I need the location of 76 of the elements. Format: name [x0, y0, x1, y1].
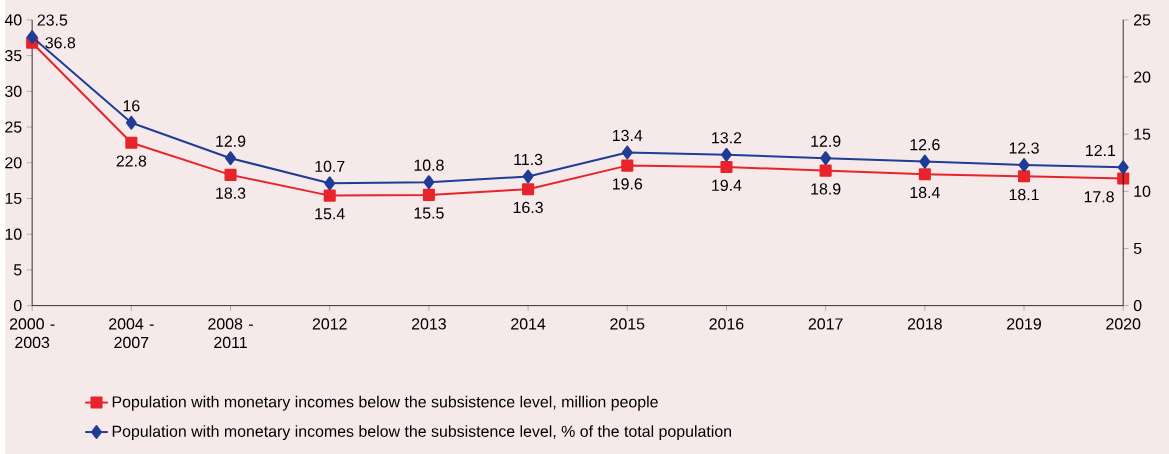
point [423, 175, 435, 190]
data-label: 12.6 [910, 139, 940, 151]
point [324, 176, 336, 191]
point [918, 168, 931, 181]
y2-tick-label: 0 [1133, 300, 1142, 312]
point [720, 161, 733, 174]
x-tick-label: 2012 [312, 318, 347, 330]
point [422, 188, 435, 201]
data-label: 18.9 [811, 183, 841, 195]
x-tick-label: 2015 [610, 318, 645, 330]
data-label: 36.8 [45, 37, 76, 49]
y-tick-label: 25 [5, 121, 22, 133]
point [621, 145, 633, 160]
data-label: 19.6 [612, 178, 643, 190]
y2-tick-label: 25 [1134, 14, 1151, 26]
data-label: 11.3 [514, 153, 543, 166]
y-tick-label: 40 [4, 14, 22, 26]
x-tick-label: 2008 - 2011 [208, 318, 253, 349]
y2-tick-label: 15 [1134, 128, 1151, 140]
y-tick-label: 20 [5, 157, 22, 169]
y-tick-label: 35 [5, 50, 22, 62]
point [522, 169, 534, 184]
x-tick-label: 2000 - 2003 [9, 318, 55, 349]
y2-tick-label: 20 [1134, 71, 1151, 83]
data-label: 19.4 [712, 179, 742, 191]
data-label: 12.3 [1009, 142, 1039, 154]
data-label: 23.5 [37, 14, 68, 26]
legend-label: Population with monetary incomes below the subsistence level, million people [112, 395, 658, 411]
point [125, 136, 138, 149]
point [323, 189, 336, 202]
x-tick-label: 2017 [808, 318, 843, 330]
y-tick-label: 10 [5, 228, 22, 240]
data-label: 16 [123, 100, 140, 112]
point [224, 168, 237, 181]
x-tick-label: 2014 [511, 318, 546, 330]
point [819, 164, 832, 177]
y2-tick-label: 5 [1133, 242, 1142, 255]
point [1117, 172, 1130, 185]
x-tick-label: 2020 [1106, 318, 1141, 330]
x-tick-label: 2013 [411, 318, 446, 330]
point [820, 151, 832, 166]
point [125, 115, 137, 130]
point [522, 183, 535, 196]
data-label: 10.8 [414, 159, 444, 171]
point [26, 30, 38, 45]
data-label: 17.8 [1084, 191, 1114, 203]
data-label: 10.7 [315, 160, 345, 173]
x-tick-label: 2019 [1007, 318, 1041, 330]
point [1018, 158, 1030, 173]
data-label: 12.9 [811, 135, 841, 147]
point [720, 147, 732, 162]
data-label: 16.3 [513, 201, 543, 214]
point [1017, 170, 1031, 183]
x-tick-label: 2018 [907, 318, 942, 330]
x-tick-label: 2016 [709, 318, 744, 330]
y-tick-label: 15 [5, 192, 22, 205]
y2-tick-label: 10 [1134, 185, 1151, 197]
legend-label: Population with monetary incomes below the subsistence level, % of the total population [112, 425, 732, 441]
data-label: 15.4 [315, 208, 345, 220]
x-tick-label: 2004 - 2007 [109, 318, 154, 349]
data-label: 18.3 [216, 187, 246, 199]
data-label: 12.1 [1086, 144, 1116, 157]
point [621, 159, 634, 172]
y-tick-label: 30 [5, 85, 22, 97]
point [919, 154, 931, 169]
y-tick-label: 0 [13, 300, 22, 312]
data-label: 18.4 [910, 186, 940, 199]
data-label: 13.4 [612, 129, 643, 142]
point [1117, 160, 1129, 175]
data-label: 22.8 [116, 155, 147, 167]
y-tick-label: 5 [13, 264, 22, 276]
data-label: 13.2 [712, 132, 742, 144]
data-label: 15.5 [414, 207, 444, 219]
data-label: 18.1 [1009, 189, 1039, 201]
point [225, 151, 236, 166]
data-label: 12.9 [216, 135, 246, 147]
